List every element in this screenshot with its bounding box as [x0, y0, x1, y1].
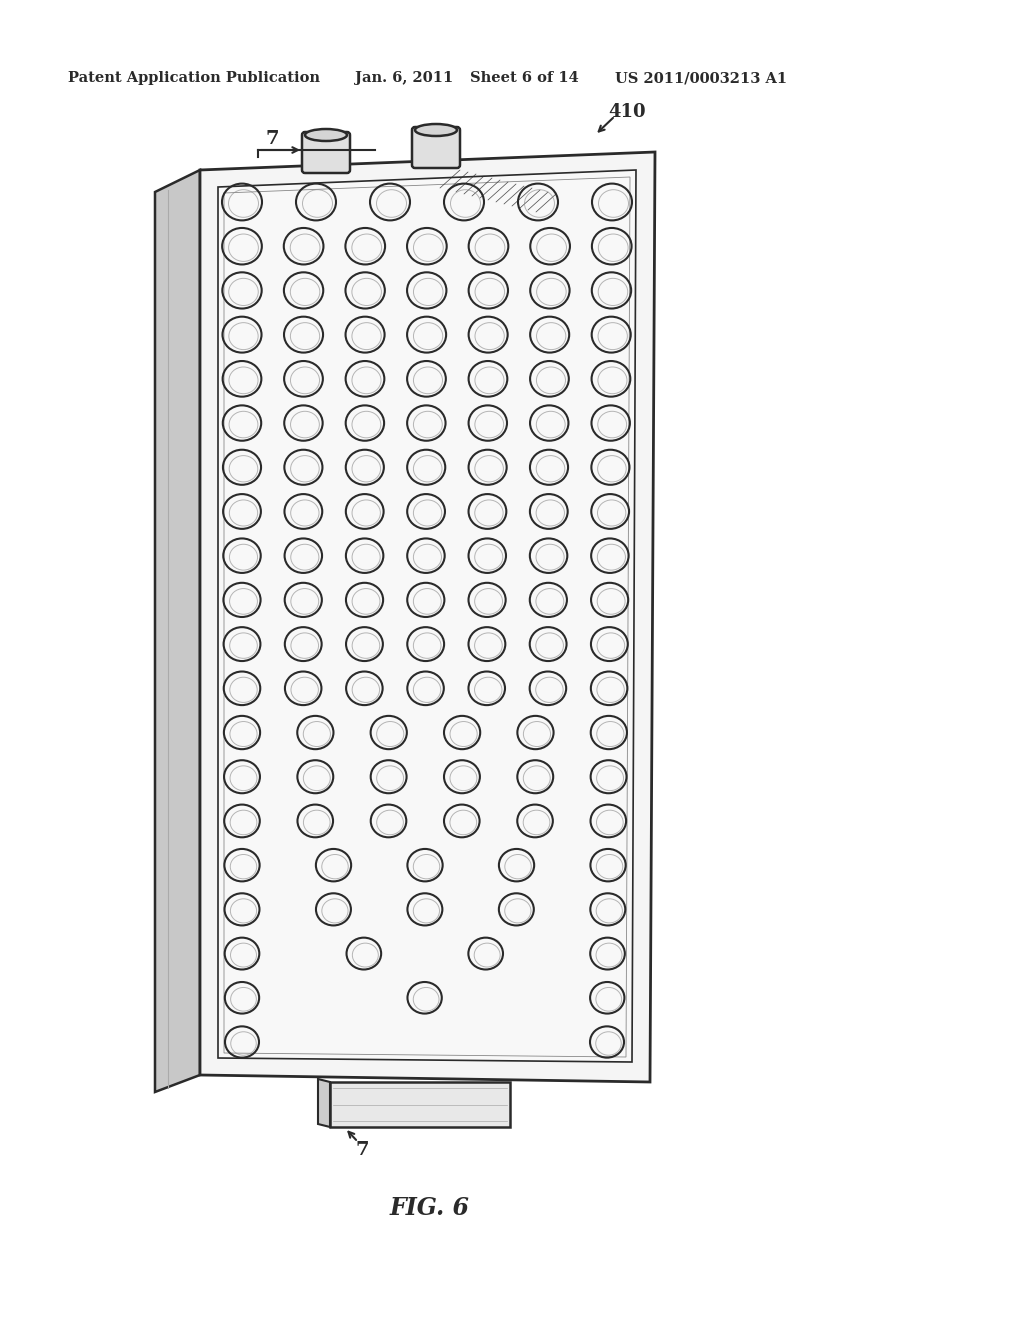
Text: Patent Application Publication: Patent Application Publication — [68, 71, 319, 84]
Text: FIG. 6: FIG. 6 — [390, 1196, 470, 1220]
Text: 7: 7 — [265, 129, 279, 148]
Polygon shape — [200, 152, 655, 1082]
Ellipse shape — [305, 129, 347, 141]
Bar — [330, 1082, 510, 1127]
Polygon shape — [318, 1078, 330, 1127]
Text: Jan. 6, 2011: Jan. 6, 2011 — [355, 71, 454, 84]
Text: US 2011/0003213 A1: US 2011/0003213 A1 — [615, 71, 787, 84]
Text: 410: 410 — [608, 103, 645, 121]
Text: 7: 7 — [355, 1140, 369, 1159]
FancyBboxPatch shape — [302, 132, 350, 173]
Polygon shape — [155, 170, 200, 1092]
Text: Sheet 6 of 14: Sheet 6 of 14 — [470, 71, 579, 84]
FancyBboxPatch shape — [412, 127, 460, 168]
Ellipse shape — [415, 124, 457, 136]
Polygon shape — [218, 170, 636, 1063]
